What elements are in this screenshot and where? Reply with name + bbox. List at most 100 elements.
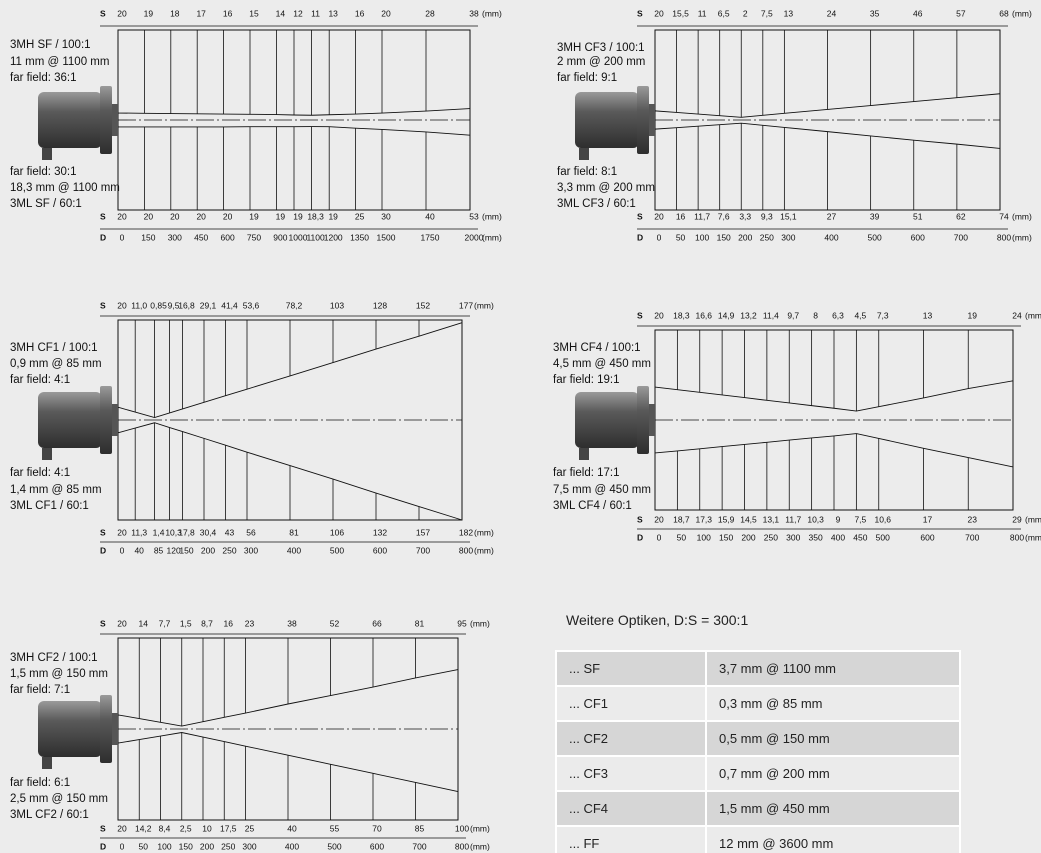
d-label: 700: [412, 841, 426, 851]
s-top-label: 95: [457, 618, 467, 628]
s-top-label: 9,5: [168, 300, 180, 310]
d-label: 400: [824, 232, 838, 242]
row-header: D: [637, 232, 643, 242]
s-top-label: 8: [813, 310, 818, 320]
s-top-label: 46: [913, 8, 923, 18]
s-bottom-label: 11,7: [694, 211, 710, 221]
d-label: 800: [455, 841, 469, 851]
s-bottom-label: 62: [956, 211, 966, 221]
s-top-label: 103: [330, 300, 344, 310]
s-top-label: 41,4: [221, 300, 238, 310]
s-bottom-label: 39: [870, 211, 880, 221]
unit-label: (mm): [474, 545, 494, 555]
unit-label: (mm): [482, 232, 502, 242]
sensor-lens: [112, 404, 118, 436]
row-header: D: [100, 841, 106, 851]
d-label: 150: [141, 232, 155, 242]
optic-label: far field: 17:1: [553, 467, 619, 479]
s-bottom-label: 30,4: [200, 527, 217, 537]
d-label: 450: [853, 532, 867, 542]
row-header: D: [100, 545, 106, 555]
s-bottom-label: 157: [416, 527, 430, 537]
s-top-label: 20: [117, 300, 127, 310]
s-top-label: 68: [999, 8, 1009, 18]
s-bottom-label: 20: [170, 211, 180, 221]
s-top-label: 66: [372, 618, 382, 628]
optic-label: 3MH CF4 / 100:1: [553, 342, 641, 354]
s-bottom-label: 3,3: [739, 211, 751, 221]
unit-label: (mm): [1025, 514, 1041, 524]
s-bottom-label: 106: [330, 527, 344, 537]
s-top-label: 20: [117, 618, 127, 628]
s-top-label: 7,5: [761, 8, 773, 18]
s-bottom-label: 81: [289, 527, 299, 537]
s-bottom-label: 10: [202, 823, 212, 833]
s-bottom-label: 17,5: [220, 823, 237, 833]
d-label: 700: [965, 532, 979, 542]
s-bottom-label: 1,4: [153, 527, 165, 537]
s-bottom-label: 15,9: [718, 514, 735, 524]
d-label: 200: [738, 232, 752, 242]
s-top-label: 16: [223, 8, 233, 18]
row-header: S: [100, 8, 106, 18]
s-bottom-label: 17,8: [178, 527, 195, 537]
beam-edge: [654, 380, 1014, 412]
s-bottom-label: 56: [246, 527, 256, 537]
d-label: 1750: [421, 232, 440, 242]
s-bottom-label: 182: [459, 527, 473, 537]
s-bottom-label: 11,7: [785, 514, 801, 524]
d-label: 50: [139, 841, 149, 851]
s-top-label: 14: [276, 8, 286, 18]
s-bottom-label: 100: [455, 823, 469, 833]
s-bottom-label: 9,3: [761, 211, 773, 221]
optic-label: far field: 7:1: [10, 684, 70, 696]
unit-label: (mm): [474, 527, 494, 537]
s-bottom-label: 20: [196, 211, 206, 221]
d-label: 1000: [289, 232, 308, 242]
d-label: 300: [786, 532, 800, 542]
s-bottom-label: 8,4: [159, 823, 171, 833]
s-top-label: 16,8: [178, 300, 195, 310]
optic-label: 7,5 mm @ 450 mm: [553, 484, 651, 496]
s-top-label: 7,3: [877, 310, 889, 320]
s-top-label: 152: [416, 300, 430, 310]
d-label: 600: [920, 532, 934, 542]
s-bottom-label: 19: [276, 211, 286, 221]
d-label: 100: [697, 532, 711, 542]
row-header: D: [100, 232, 106, 242]
s-top-label: 1,5: [180, 618, 192, 628]
table-cell: ... CF1: [555, 685, 707, 722]
s-top-label: 29,1: [200, 300, 217, 310]
s-bottom-label: 85: [415, 823, 425, 833]
sensor-lens: [649, 404, 655, 436]
s-bottom-label: 25: [355, 211, 365, 221]
s-top-label: 24: [1012, 310, 1022, 320]
s-top-label: 6,5: [718, 8, 730, 18]
d-label: 200: [200, 841, 214, 851]
s-top-label: 35: [870, 8, 880, 18]
sensor-body: [38, 701, 102, 757]
optic-label: 3ML CF4 / 60:1: [553, 500, 632, 512]
d-label: 100: [157, 841, 171, 851]
d-label: 120: [167, 545, 181, 555]
d-label: 0: [120, 545, 125, 555]
d-label: 40: [134, 545, 144, 555]
d-label: 50: [676, 232, 686, 242]
s-top-label: 20: [654, 310, 664, 320]
d-label: 85: [154, 545, 164, 555]
table-cell: 0,5 mm @ 150 mm: [705, 720, 961, 757]
s-bottom-label: 53: [469, 211, 479, 221]
d-label: 250: [221, 841, 235, 851]
table-row: ... CF1 0,3 mm @ 85 mm: [555, 685, 961, 722]
row-header: S: [100, 618, 106, 628]
beam-edge: [654, 93, 1001, 118]
d-label: 150: [719, 532, 733, 542]
s-top-label: 16: [355, 8, 365, 18]
s-top-label: 11: [698, 8, 707, 18]
unit-label: (mm): [470, 618, 490, 628]
s-bottom-label: 10,3: [807, 514, 824, 524]
row-header: S: [637, 310, 643, 320]
s-top-label: 20: [117, 8, 127, 18]
d-label: 500: [327, 841, 341, 851]
sensor-flange: [100, 86, 112, 154]
